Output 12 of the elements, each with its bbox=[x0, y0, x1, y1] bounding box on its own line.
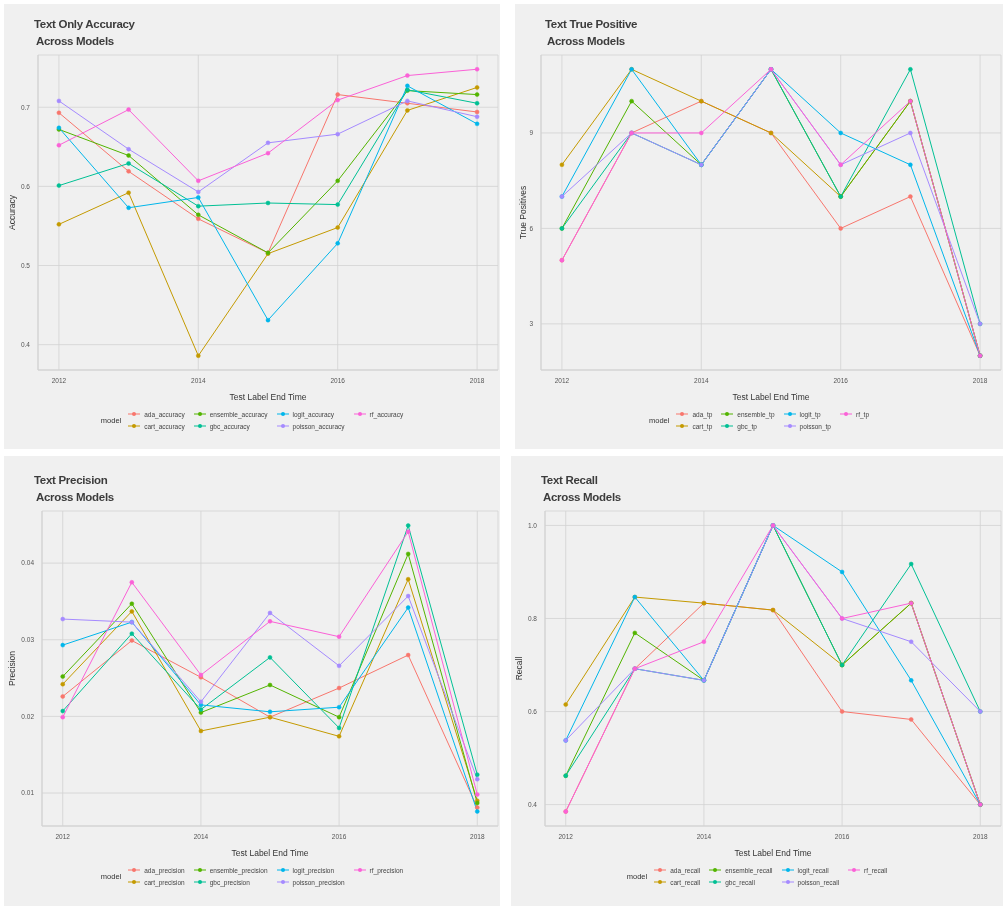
chart-title: Text Precision Across Models bbox=[34, 473, 114, 505]
chart-title: Text Only Accuracy Across Models bbox=[34, 17, 135, 49]
y-axis-title: Accuracy bbox=[7, 194, 18, 230]
chart-title: Text Recall Across Models bbox=[541, 473, 621, 505]
y-axis-title: True Positives bbox=[518, 185, 529, 240]
x-axis-title: Test Label End Time bbox=[231, 848, 309, 858]
x-axis-title: Test Label End Time bbox=[732, 392, 810, 402]
chart-title: Text True Positive Across Models bbox=[545, 17, 638, 49]
y-axis-title: Recall bbox=[514, 656, 525, 681]
x-axis-title: Test Label End Time bbox=[229, 392, 307, 402]
y-axis-title: Precision bbox=[7, 650, 18, 686]
x-axis-title: Test Label End Time bbox=[734, 848, 812, 858]
